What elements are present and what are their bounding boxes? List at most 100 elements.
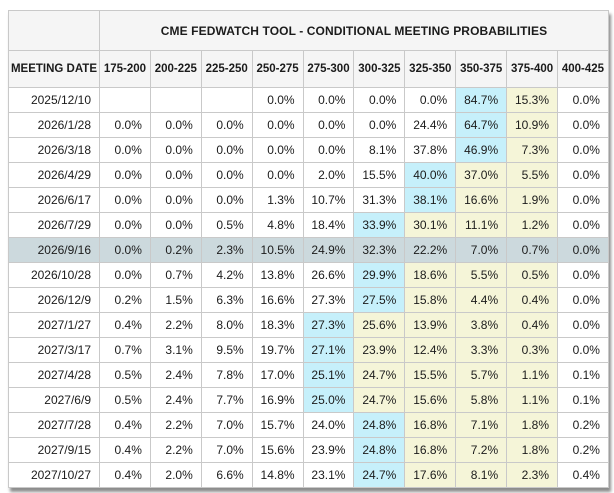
probability-cell: 14.8% <box>251 462 304 488</box>
probability-cell: 1.8% <box>506 412 559 438</box>
probability-cell: 40.0% <box>404 162 457 188</box>
probability-cell: 0.5% <box>506 262 559 288</box>
probability-cell: 16.6% <box>251 287 304 313</box>
probability-cell: 13.8% <box>251 262 304 288</box>
probability-cell: 4.2% <box>200 262 253 288</box>
probability-cell: 0.5% <box>99 387 151 413</box>
corner-cell <box>8 10 100 51</box>
meeting-date-cell: 2027/7/28 <box>8 412 100 438</box>
probability-cell: 15.5% <box>404 362 457 388</box>
probability-cell: 16.9% <box>251 387 304 413</box>
meeting-row[interactable]: 2026/9/16 0.0% 0.2% 2.3% 10.5% 24.9% 32.3% 22.2… <box>8 237 609 263</box>
probability-cell: 7.7% <box>200 387 253 413</box>
probability-cell: 0.1% <box>557 387 609 413</box>
meeting-row[interactable]: 2025/12/10 0.0% 0.0% 0.0% 0.0% 84.7% 15.3% 0.0% <box>8 87 609 113</box>
probability-cell: 24.0% <box>302 412 355 438</box>
meeting-row[interactable]: 2027/9/15 0.4% 2.2% 7.0% 15.6% 23.9% 24.8% 16.8… <box>8 437 609 463</box>
probability-cell <box>99 87 151 113</box>
probability-cell: 0.0% <box>251 87 304 113</box>
probability-cell: 0.0% <box>353 112 406 138</box>
meeting-date-cell: 2027/6/9 <box>8 387 100 413</box>
probability-cell: 0.0% <box>149 187 202 213</box>
meeting-row[interactable]: 2027/7/28 0.4% 2.2% 7.0% 15.7% 24.0% 24.8% 16.8… <box>8 412 609 438</box>
probability-cell: 5.5% <box>506 162 559 188</box>
meeting-row[interactable]: 2027/10/27 0.4% 2.0% 6.6% 14.8% 23.1% 24.7% 17.… <box>8 462 609 488</box>
probability-cell: 0.0% <box>557 212 609 238</box>
probability-cell: 2.3% <box>200 237 253 263</box>
probability-cell: 1.9% <box>506 187 559 213</box>
rate-range-header: 350-375 <box>455 50 508 88</box>
rate-range-header: 375-400 <box>506 50 559 88</box>
probability-cell: 0.0% <box>149 212 202 238</box>
probability-cell: 32.3% <box>353 237 406 263</box>
table-title: CME FEDWATCH TOOL - CONDITIONAL MEETING … <box>99 10 609 51</box>
meeting-row[interactable]: 2027/1/27 0.4% 2.2% 8.0% 18.3% 27.3% 25.6% 13.9… <box>8 312 609 338</box>
probability-cell: 0.0% <box>557 137 609 163</box>
probability-cell: 0.0% <box>557 112 609 138</box>
probability-cell: 0.0% <box>149 137 202 163</box>
probability-cell: 15.3% <box>506 87 559 113</box>
probability-cell: 0.4% <box>99 437 151 463</box>
probability-cell: 0.2% <box>557 437 609 463</box>
meeting-row[interactable]: 2026/6/17 0.0% 0.0% 0.0% 1.3% 10.7% 31.3% 38.1%… <box>8 187 609 213</box>
meeting-date-cell: 2027/1/27 <box>8 312 100 338</box>
probability-cell: 0.0% <box>149 162 202 188</box>
probability-cell <box>149 87 202 113</box>
meeting-row[interactable]: 2027/3/17 0.7% 3.1% 9.5% 19.7% 27.1% 23.9% 12.4… <box>8 337 609 363</box>
probability-cell: 16.8% <box>404 412 457 438</box>
probability-cell: 1.2% <box>506 212 559 238</box>
probability-cell: 7.1% <box>455 412 508 438</box>
probability-cell: 24.7% <box>353 387 406 413</box>
probability-cell: 2.2% <box>149 412 202 438</box>
meeting-row[interactable]: 2026/4/29 0.0% 0.0% 0.0% 0.0% 2.0% 15.5% 40.0% 3… <box>8 162 609 188</box>
probability-cell: 1.1% <box>506 362 559 388</box>
probability-cell: 24.8% <box>353 412 406 438</box>
probability-cell: 0.0% <box>200 187 253 213</box>
probability-cell: 22.2% <box>404 237 457 263</box>
probability-cell: 0.0% <box>99 112 151 138</box>
meeting-row[interactable]: 2026/7/29 0.0% 0.0% 0.5% 4.8% 18.4% 33.9% 30.1%… <box>8 212 609 238</box>
column-header-row: MEETING DATE 175-200 200-225 225-250 250-27… <box>8 50 609 88</box>
meeting-row[interactable]: 2026/1/28 0.0% 0.0% 0.0% 0.0% 0.0% 0.0% 24.4% 64… <box>8 112 609 138</box>
meeting-date-cell: 2026/10/28 <box>8 262 100 288</box>
meeting-date-cell: 2026/6/17 <box>8 187 100 213</box>
probability-cell: 15.7% <box>251 412 304 438</box>
probability-cell: 7.0% <box>455 237 508 263</box>
probability-cell: 0.3% <box>506 337 559 363</box>
meeting-row[interactable]: 2027/6/9 0.5% 2.4% 7.7% 16.9% 25.0% 24.7% 15.6%… <box>8 387 609 413</box>
probability-cell: 27.1% <box>302 337 355 363</box>
probability-cell: 25.6% <box>353 312 406 338</box>
probability-cell: 0.0% <box>302 137 355 163</box>
rate-range-header: 175-200 <box>99 50 151 88</box>
probability-cell: 23.9% <box>353 337 406 363</box>
probability-cell: 25.0% <box>302 387 355 413</box>
probability-cell: 37.8% <box>404 137 457 163</box>
probability-cell: 1.3% <box>251 187 304 213</box>
probability-cell: 10.7% <box>302 187 355 213</box>
probability-cell: 16.8% <box>404 437 457 463</box>
probability-cell: 2.2% <box>149 437 202 463</box>
rate-range-header: 250-275 <box>251 50 304 88</box>
probability-cell: 0.0% <box>557 287 609 313</box>
probability-cell: 37.0% <box>455 162 508 188</box>
probability-cell: 1.8% <box>506 437 559 463</box>
probability-cell: 2.2% <box>149 312 202 338</box>
probability-cell: 24.7% <box>353 362 406 388</box>
probability-cell: 0.0% <box>557 237 609 263</box>
probability-cell: 0.4% <box>506 312 559 338</box>
probability-cell: 15.8% <box>404 287 457 313</box>
meeting-date-header: MEETING DATE <box>8 50 100 88</box>
probability-cell: 5.8% <box>455 387 508 413</box>
probability-cell: 0.7% <box>99 337 151 363</box>
meeting-row[interactable]: 2027/4/28 0.5% 2.4% 7.8% 17.0% 25.1% 24.7% 15.5… <box>8 362 609 388</box>
probability-cell: 23.9% <box>302 437 355 463</box>
meeting-row[interactable]: 2026/10/28 0.0% 0.7% 4.2% 13.8% 26.6% 29.9% 18.… <box>8 262 609 288</box>
probability-cell: 3.1% <box>149 337 202 363</box>
probability-cell: 31.3% <box>353 187 406 213</box>
meeting-date-cell: 2027/3/17 <box>8 337 100 363</box>
probability-cell: 4.8% <box>251 212 304 238</box>
meeting-row[interactable]: 2026/3/18 0.0% 0.0% 0.0% 0.0% 0.0% 8.1% 37.8% 46… <box>8 137 609 163</box>
probability-cell: 0.2% <box>99 287 151 313</box>
probability-cell: 0.1% <box>557 362 609 388</box>
meeting-row[interactable]: 2026/12/9 0.2% 1.5% 6.3% 16.6% 27.3% 27.5% 15.8… <box>8 287 609 313</box>
